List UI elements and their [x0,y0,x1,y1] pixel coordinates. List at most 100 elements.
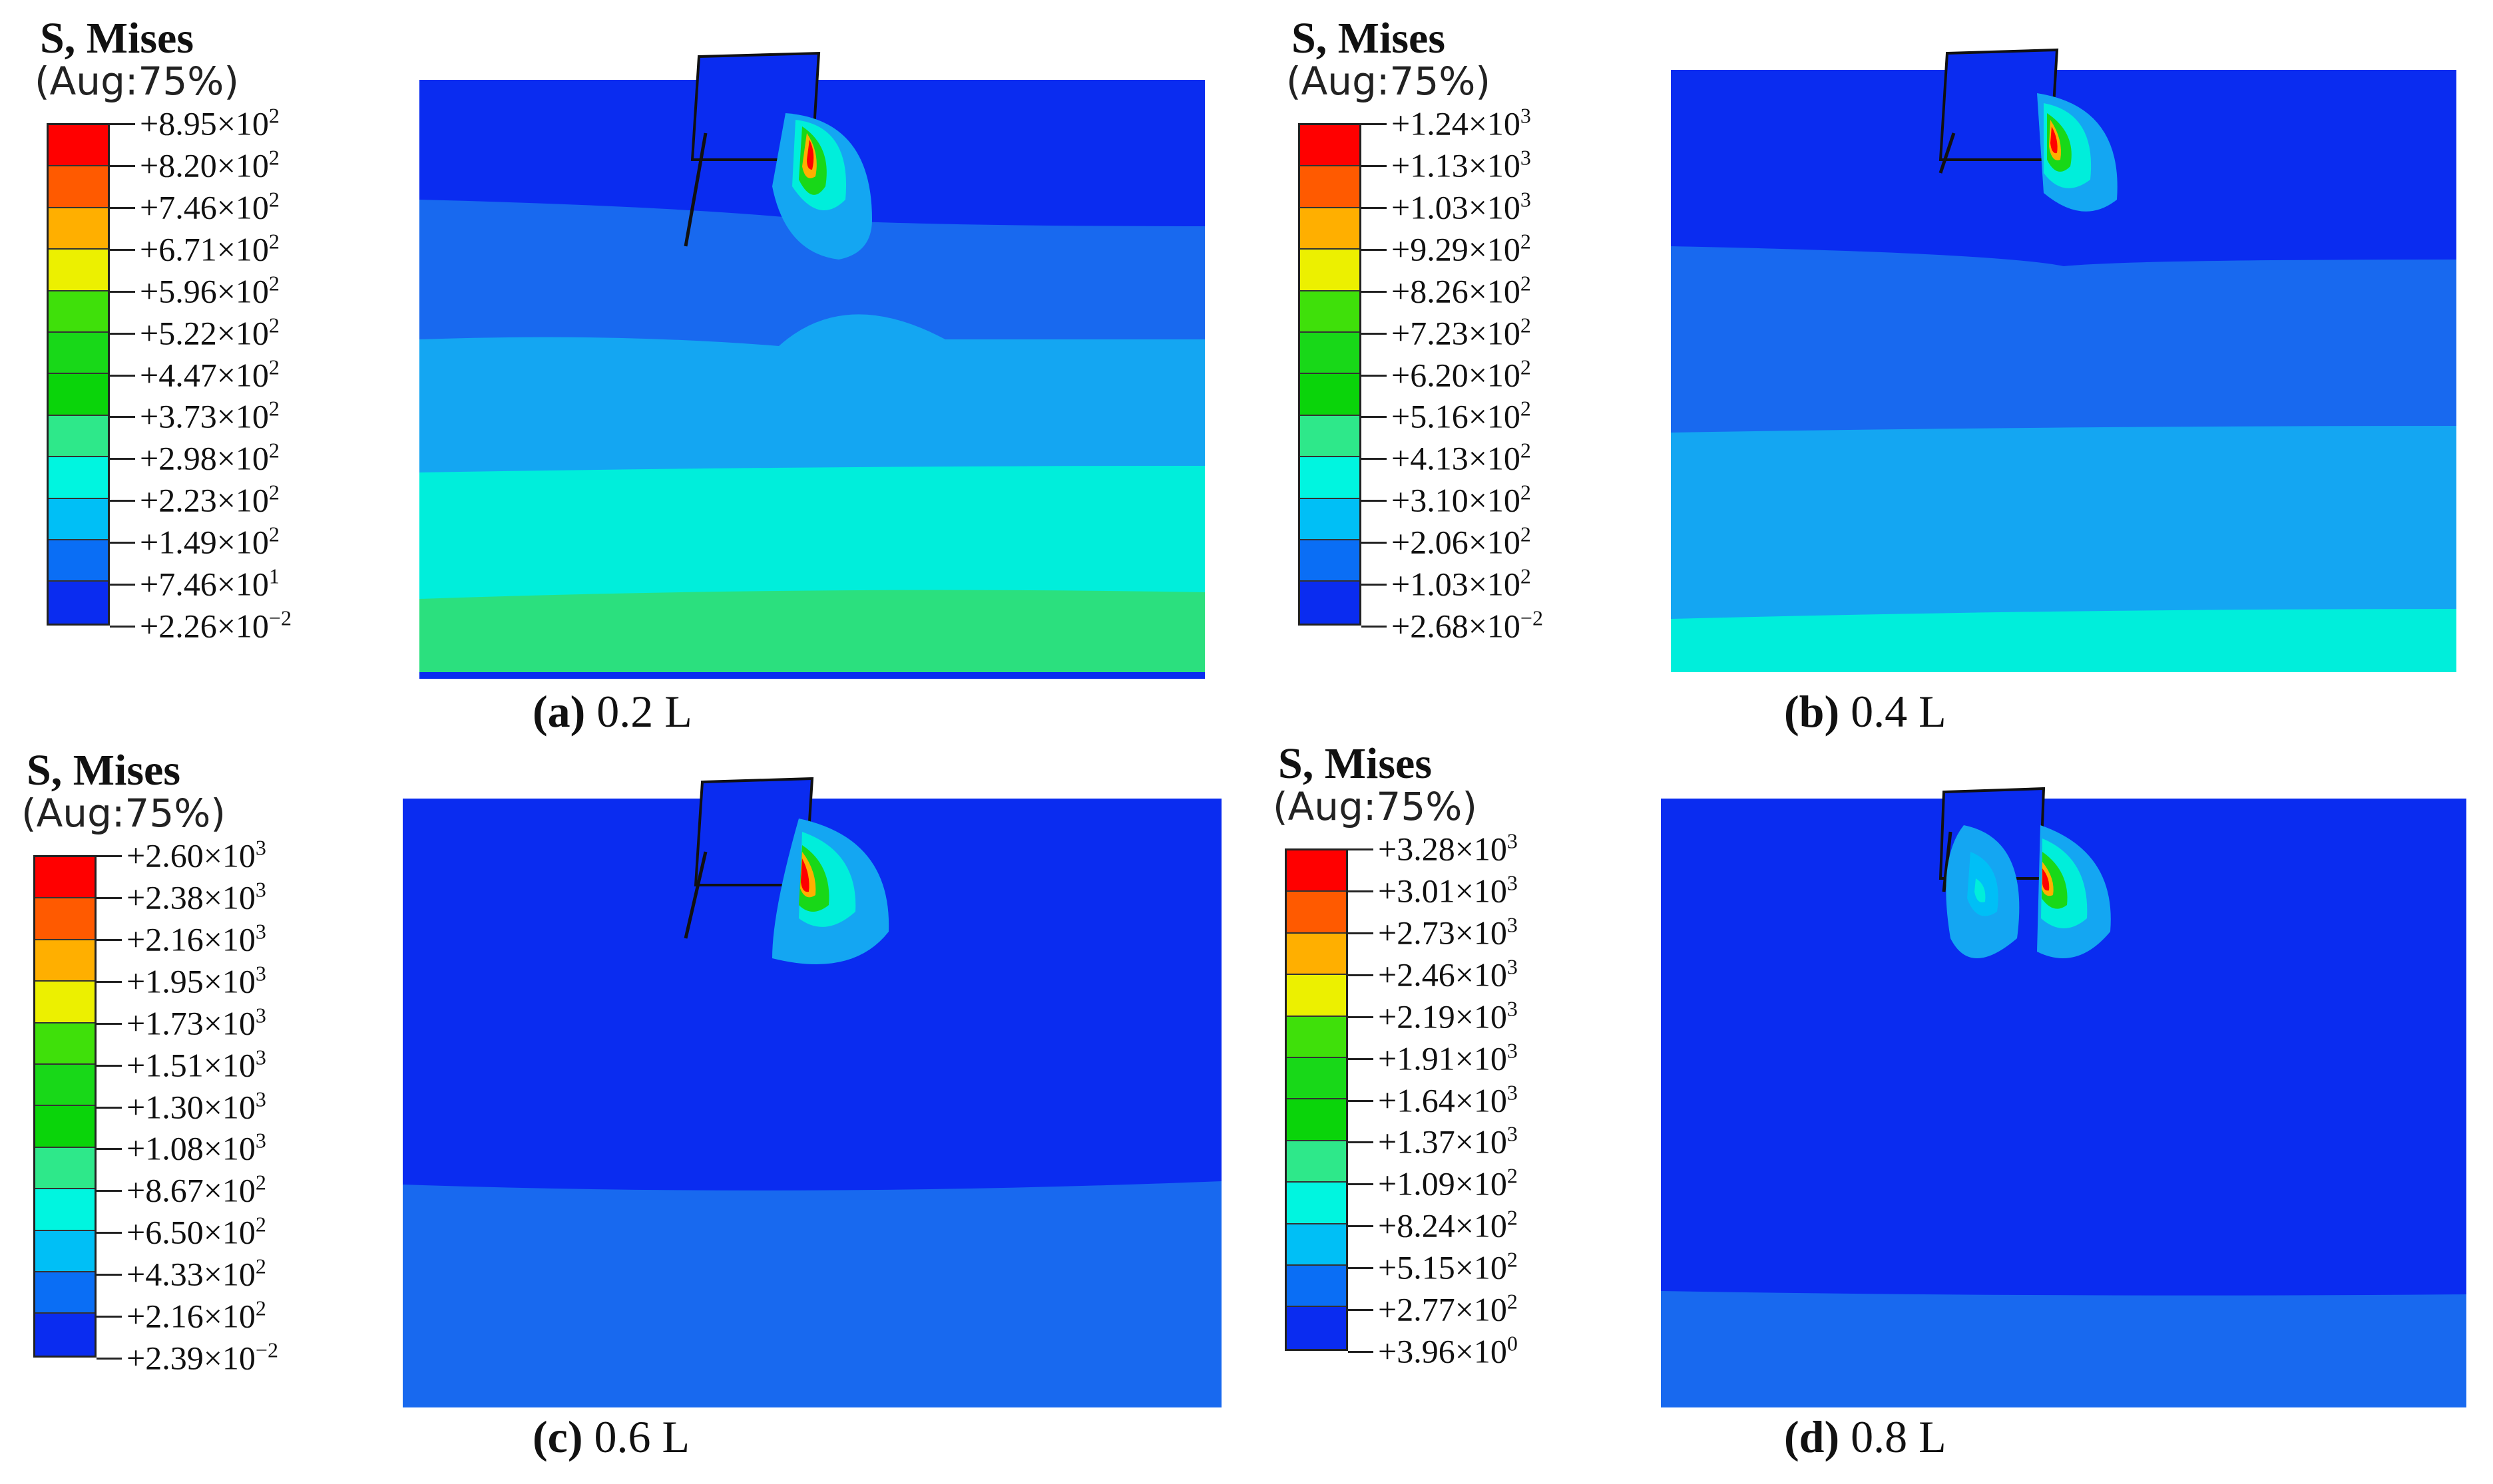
legend-labels: +3.28×103 +3.01×103 +2.73×103 +2.46×103 +2.1… [1378,829,1684,1370]
legend-tick [1348,1183,1373,1186]
legend-title: S, Mises [1291,14,1445,63]
legend-tick [97,980,122,983]
legend-tick [110,206,135,209]
color-swatch [1300,333,1359,375]
color-bar [1285,848,1348,1351]
legend-value: +9.29×102 [1391,229,1531,268]
legend-tick [1348,1141,1373,1144]
color-swatch [1300,374,1359,416]
legend-value: +1.49×102 [140,522,280,561]
legend-tick [1361,542,1387,544]
legend-value: +8.95×102 [140,103,280,142]
legend-value: +4.13×102 [1391,439,1531,477]
color-swatch [35,1106,95,1148]
caption-text: 0.8 L [1839,1411,1946,1462]
color-swatch [35,1065,95,1107]
legend-tick [97,1358,122,1360]
legend-value: +5.15×102 [1378,1247,1518,1286]
legend-value: +5.22×102 [140,313,280,351]
legend-value: +1.73×103 [126,1003,266,1041]
color-swatch [1300,291,1359,333]
legend-value: +2.73×103 [1378,912,1518,952]
caption-b: (b) 0.4 L [1784,685,1946,738]
legend-value: +6.50×102 [126,1212,266,1251]
legend-tick [1361,206,1387,209]
legend-value: +5.96×102 [140,271,280,309]
caption-c: (c) 0.6 L [533,1411,690,1463]
legend-subtitle: (Aug:75%) [21,791,226,836]
legend-value: +7.46×101 [140,564,280,603]
color-swatch [35,1189,95,1231]
color-swatch [1300,208,1359,250]
legend-tick [1348,1057,1373,1060]
legend-tick [110,248,135,251]
contour-plot-b [1671,48,2456,672]
legend-title: S, Mises [27,746,180,795]
legend-value: +7.46×102 [140,187,280,226]
color-swatch [49,250,108,291]
legend-subtitle: (Aug:75%) [1286,59,1490,104]
color-swatch [1300,582,1359,624]
color-swatch [49,540,108,582]
legend-value: +2.26×10−2 [140,606,292,645]
legend-value: +1.95×103 [126,961,266,1000]
legend-value: +8.26×102 [1391,271,1531,309]
legend-tick [97,1232,122,1234]
legend-value: +7.23×102 [1391,313,1531,351]
legend-tick [97,938,122,941]
legend-tick [1348,848,1373,850]
legend-labels: +8.95×102 +8.20×102 +7.46×102 +6.71×102 +5.9… [140,104,446,645]
color-swatch [35,898,95,940]
legend-value: +2.98×102 [140,439,280,477]
legend-value: +2.16×102 [126,1296,266,1335]
legend-tick [1361,584,1387,586]
legend-value: +8.24×102 [1378,1205,1518,1244]
caption-text: 0.6 L [582,1411,690,1462]
color-swatch [49,374,108,416]
legend-ticks [1361,123,1388,628]
legend-tick [1348,890,1373,892]
legend-tick [1361,500,1387,502]
color-swatch [1287,933,1346,976]
color-swatch [1287,1183,1346,1224]
legend-tick [1348,1267,1373,1270]
legend-value: +2.77×102 [1378,1289,1518,1328]
caption-d: (d) 0.8 L [1784,1411,1946,1463]
color-swatch [35,1314,95,1356]
legend-tick [110,584,135,586]
legend-value: +3.73×102 [140,397,280,435]
color-swatch [1287,1307,1346,1349]
contour-plot-a [419,51,1205,679]
color-swatch [1287,1058,1346,1100]
legend-tick [1348,1225,1373,1228]
legend-tick [110,332,135,335]
color-swatch [1287,1099,1346,1141]
legend-value: +3.10×102 [1391,480,1531,519]
legend-tick [1361,416,1387,419]
legend-tick [110,164,135,167]
color-swatch [1287,975,1346,1017]
legend-tick [1361,374,1387,377]
caption-letter: (c) [533,1411,583,1462]
legend-value: +8.20×102 [140,145,280,184]
color-swatch [1300,415,1359,458]
caption-text: 0.2 L [585,686,692,737]
legend-value: +1.13×103 [1391,145,1531,184]
legend-ticks [97,855,123,1360]
color-swatch [49,333,108,375]
caption-letter: (d) [1784,1411,1840,1462]
legend-tick [110,500,135,502]
legend-tick [1348,1309,1373,1312]
legend-labels: +2.60×103 +2.38×103 +2.16×103 +1.95×103 +1.7… [126,836,433,1377]
color-swatch [1287,892,1346,934]
legend-tick [1348,932,1373,934]
color-swatch [49,125,108,167]
legend-value: +1.30×103 [126,1087,266,1125]
color-swatch [1300,540,1359,582]
color-swatch [49,291,108,333]
legend-ticks [1348,848,1375,1353]
legend-tick [97,1022,122,1025]
color-swatch [35,1230,95,1273]
legend-tick [110,290,135,293]
legend-value: +4.47×102 [140,355,280,393]
